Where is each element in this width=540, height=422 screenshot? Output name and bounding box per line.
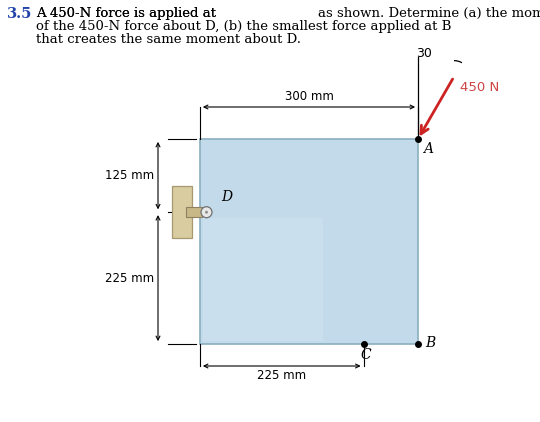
- Text: B: B: [425, 336, 435, 350]
- Text: A 450-N force is applied at: A 450-N force is applied at: [36, 7, 220, 20]
- Text: 450 N: 450 N: [460, 81, 500, 94]
- Text: A: A: [423, 142, 433, 156]
- Text: 225 mm: 225 mm: [257, 369, 306, 382]
- Bar: [186, 207, 202, 217]
- Text: A 450-N force is applied at                        as shown. Determine (a) the m: A 450-N force is applied at as shown. De…: [36, 7, 540, 20]
- Text: 125 mm: 125 mm: [105, 169, 154, 182]
- Circle shape: [201, 207, 212, 218]
- Circle shape: [205, 211, 208, 214]
- Text: 3.5: 3.5: [7, 7, 32, 21]
- Bar: [200, 139, 418, 344]
- Text: 225 mm: 225 mm: [105, 272, 154, 284]
- Text: that creates the same moment about D.: that creates the same moment about D.: [36, 33, 301, 46]
- Text: C: C: [360, 348, 371, 362]
- Text: 30: 30: [416, 47, 432, 60]
- Bar: [203, 218, 323, 341]
- Bar: [172, 186, 192, 238]
- Text: D: D: [221, 190, 232, 204]
- Text: 300 mm: 300 mm: [285, 90, 333, 103]
- Text: of the 450-N force about D, (b) the smallest force applied at B: of the 450-N force about D, (b) the smal…: [36, 20, 451, 33]
